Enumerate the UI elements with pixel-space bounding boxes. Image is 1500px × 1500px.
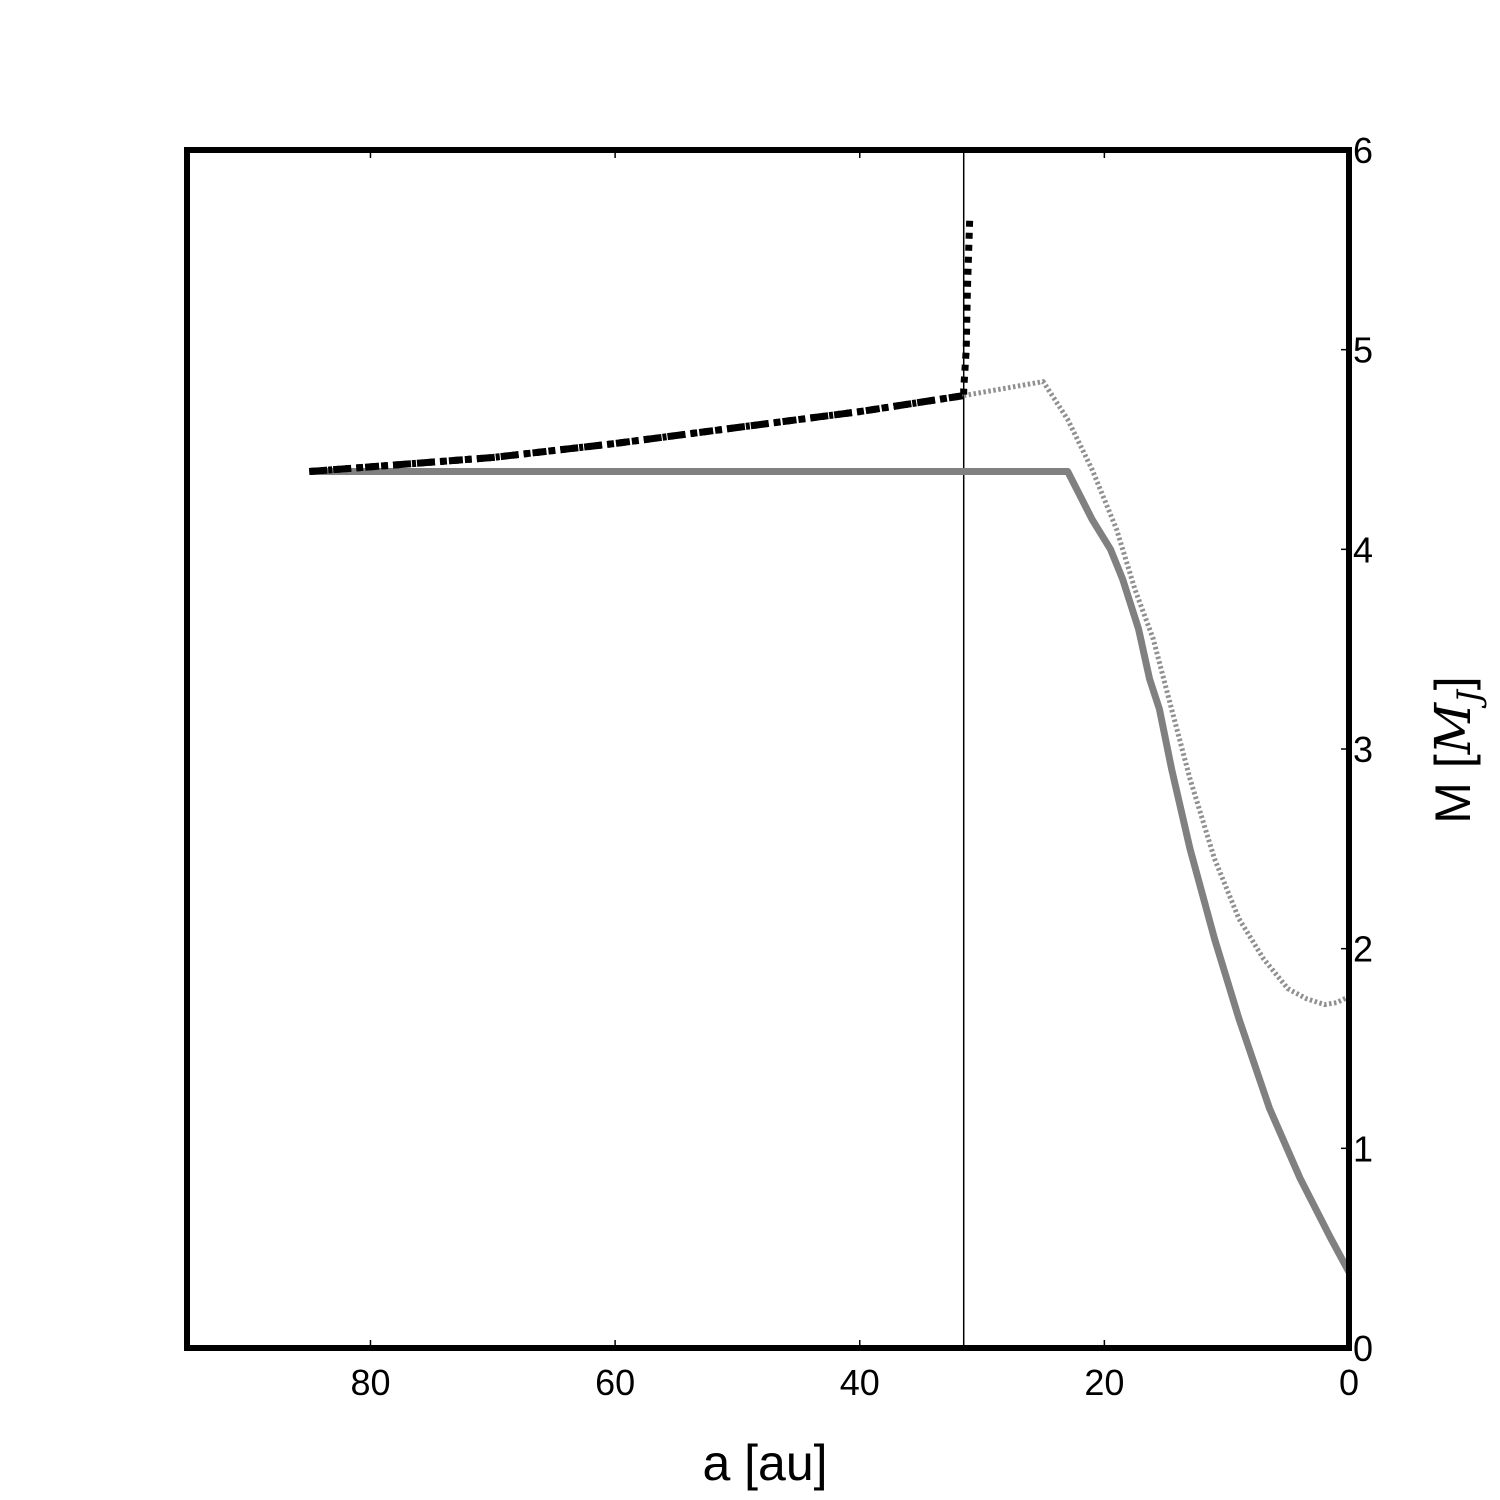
plot-area xyxy=(309,150,1353,1348)
plot-frame xyxy=(184,147,1352,1351)
x-tick-label: 60 xyxy=(595,1362,635,1403)
series-line-dashdot xyxy=(309,392,965,475)
y-tick-label: 3 xyxy=(1353,729,1373,770)
tick-labels: 80 60 40 20 00 1 2 3 4 5 6 xyxy=(350,130,1373,1403)
series-line-solid xyxy=(309,468,1353,1274)
x-tick-label: 20 xyxy=(1084,1362,1124,1403)
y-tick-label: 2 xyxy=(1353,929,1373,970)
series-line-dotted xyxy=(963,379,1351,1008)
y-axis-label-close: ] xyxy=(1425,676,1481,690)
y-axis-label: M [MJ] xyxy=(1424,676,1488,823)
y-tick-label: 1 xyxy=(1353,1128,1373,1169)
x-tick-label: 0 xyxy=(1339,1362,1359,1403)
y-tick-label: 5 xyxy=(1353,330,1373,371)
series-line-thick-dotted xyxy=(309,215,974,475)
y-axis-label-symbol: M xyxy=(1424,701,1482,755)
y-tick-label: 4 xyxy=(1353,529,1373,570)
x-tick-label: 40 xyxy=(840,1362,880,1403)
x-axis-label: a [au] xyxy=(702,1435,827,1491)
y-axis-label-subscript: J xyxy=(1450,688,1488,709)
x-tick-label: 80 xyxy=(350,1362,390,1403)
y-axis-label-prefix: M [ xyxy=(1425,754,1481,824)
y-tick-label: 0 xyxy=(1353,1328,1373,1369)
y-tick-label: 6 xyxy=(1353,130,1373,171)
